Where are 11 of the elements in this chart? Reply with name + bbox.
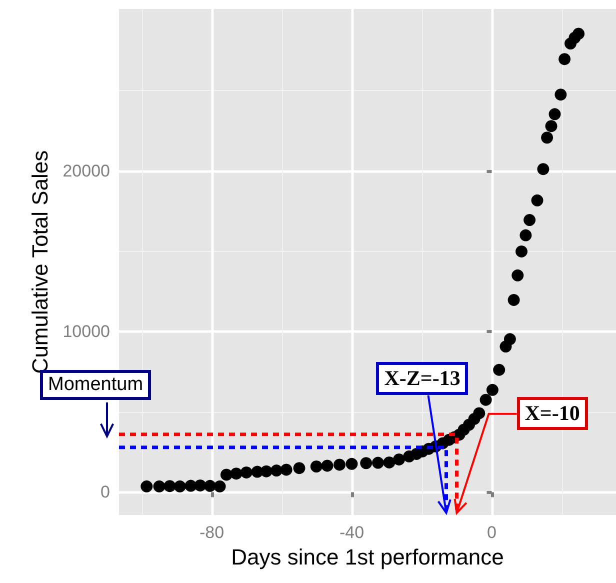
- y-tick-label: 20000: [62, 162, 110, 181]
- annotation: Momentum: [48, 374, 144, 396]
- x-tick-label: -80: [199, 523, 224, 542]
- x-axis-title: Days since 1st performance: [231, 544, 504, 570]
- y-tick-label: 0: [100, 482, 110, 502]
- y-axis-title: Cumulative Total Sales: [28, 150, 52, 374]
- y-tick-label: 10000: [62, 322, 110, 342]
- x-tick-label: 0: [487, 523, 496, 542]
- x-tick-label: -40: [339, 523, 364, 542]
- annotation: X=-10: [516, 397, 588, 430]
- annotation: X-Z=-13: [376, 362, 468, 396]
